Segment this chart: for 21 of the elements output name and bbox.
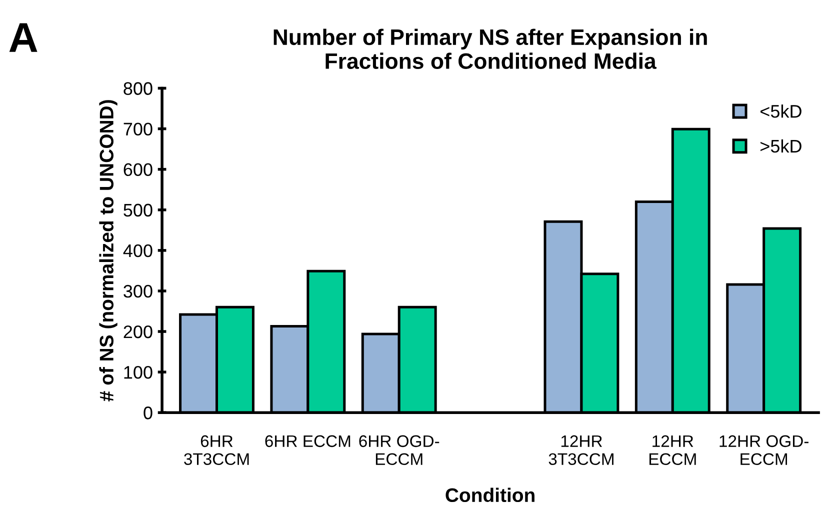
y-tick-label: 600: [124, 163, 152, 176]
x-tick-label: 6HR OGD- ECCM: [359, 435, 440, 466]
legend-label: >5kD: [760, 139, 802, 153]
y-tick-label: 300: [124, 284, 152, 298]
y-tick-label: 200: [124, 325, 152, 338]
x-tick-label: 6HR 3T3CCM: [184, 435, 249, 466]
y-tick-label: 500: [124, 204, 152, 217]
y-axis-title: # of NS (normalized to UNCOND): [99, 100, 118, 402]
y-tick-label: 100: [124, 366, 152, 379]
x-tick-label: 12HR OGD- ECCM: [720, 435, 808, 466]
text: A: [9, 23, 38, 52]
y-tick-label: 400: [123, 244, 152, 258]
x-axis-title: Condition: [446, 488, 534, 502]
x-tick-label: 6HR ECCM: [265, 435, 350, 448]
y-tick-label: 0: [144, 406, 152, 420]
y-tick-label: 700: [124, 122, 152, 136]
legend-label: <5kD: [760, 104, 802, 118]
chart-title: Number of Primary NS after Expansion in Fractions of Conditioned Media: [274, 28, 707, 70]
x-tick-label: 12HR 3T3CCM: [548, 435, 614, 466]
y-tick-label: 800: [124, 82, 152, 95]
x-tick-label: 12HR ECCM: [649, 435, 696, 466]
